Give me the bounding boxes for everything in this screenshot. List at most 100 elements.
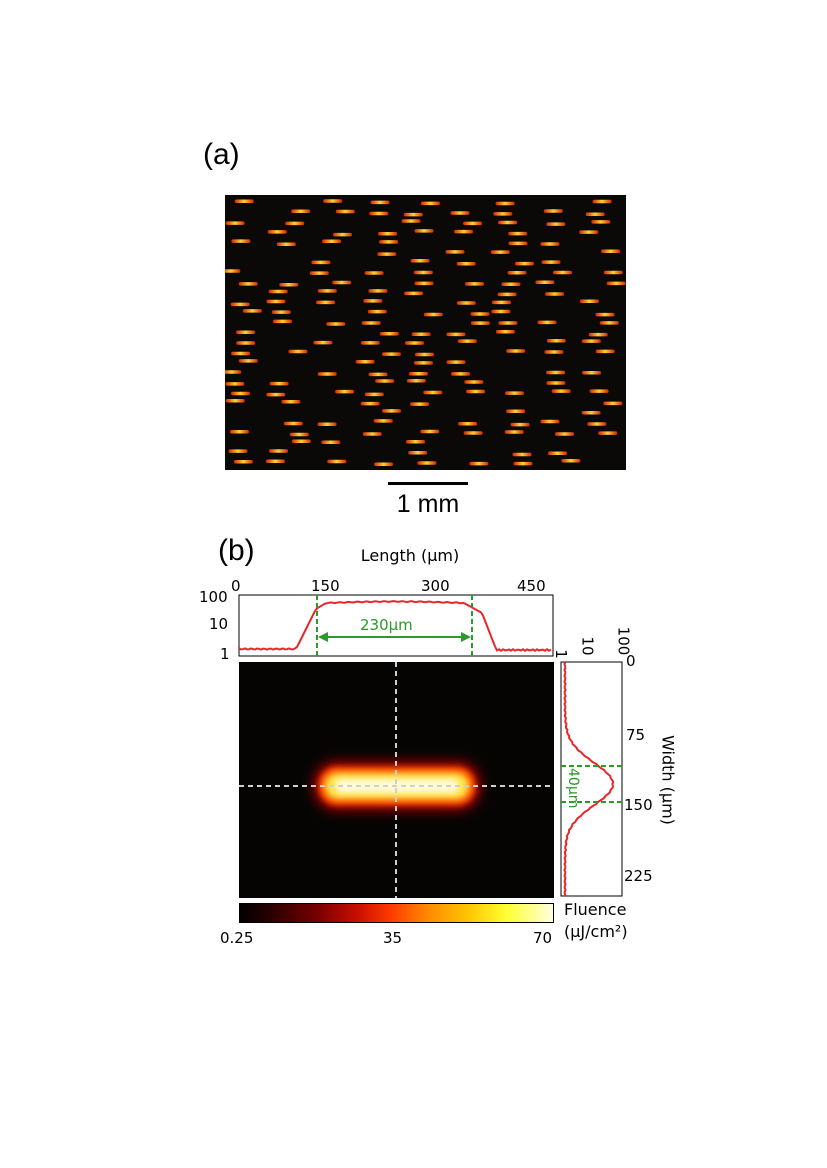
ablation-dash [360,401,380,406]
ablation-dash [238,359,258,363]
ablation-dash [451,372,470,376]
ablation-dash [377,252,397,256]
ablation-dash [309,271,329,275]
ablation-dash [458,422,478,426]
ablation-dash [579,299,599,303]
ablation-dash [327,459,347,464]
ablation-dash [491,309,511,314]
ablation-dash [367,309,387,314]
ablation-dash [364,392,384,397]
ablation-dash [271,310,291,314]
ablation-dash [411,332,431,336]
ablation-dash [537,320,557,325]
ablation-dash [403,212,423,217]
width-profile-frame [560,661,623,897]
ablation-dash [323,199,343,203]
ablation-dash [363,299,383,303]
ablation-dash [361,321,381,325]
ablation-dash [592,199,612,204]
length-profile-frame [238,594,554,657]
ablation-dash [291,439,311,443]
ablation-dash [463,221,483,226]
ablation-dash [588,332,608,337]
ablation-dash [446,332,466,337]
ablation-dash [276,242,296,246]
ablation-dash [498,220,518,225]
ablation-dash [413,361,433,365]
ablation-dash [317,372,337,376]
wprofile-tick-1: 1 [551,649,570,659]
ablation-dash [469,461,489,466]
ablation-dash [234,199,254,203]
ablation-dash [548,451,567,455]
ablation-dash [369,211,389,216]
ablation-dash [368,289,388,293]
ablation-dash [335,209,355,214]
ablation-dash [423,390,443,395]
ablation-dash [373,419,393,423]
width-axis-title: Width (μm) [658,735,678,825]
ablation-dash [454,229,473,234]
ablation-dash [513,461,533,466]
ablation-dash [236,330,256,334]
ablation-dash [546,381,566,385]
ablation-dash [446,360,466,364]
ablation-dash [267,230,287,234]
ablation-dash [541,260,561,264]
ablation-dash [466,389,486,394]
ablation-dash [546,339,566,343]
ablation-dash [379,332,399,336]
ablation-dash [269,449,288,453]
ablation-dashes [225,199,626,466]
ablation-dash [382,409,401,413]
length-tick-450: 450 [517,577,546,595]
wprofile-tick-10: 10 [578,636,597,656]
ablation-dash [266,392,286,397]
ablation-dash [265,459,285,463]
ablation-dash [540,242,560,246]
ablation-dash [465,282,484,286]
ablation-dash [408,451,428,455]
length-tick-300: 300 [421,577,450,595]
ablation-dash [406,440,425,444]
width-tick-225: 225 [624,867,653,885]
ablation-dash [423,312,443,317]
ablation-dash [498,321,518,325]
ablation-dash [281,400,301,404]
ablation-dash [269,381,289,386]
ablation-dash [332,280,352,285]
ablation-dash [404,291,424,296]
ablation-dash [508,231,528,236]
ablation-dash [288,349,308,354]
ablation-dash [493,212,513,216]
ablation-dash [291,209,311,213]
ablation-dash [360,341,380,345]
ablation-dash [379,240,399,244]
length-tick-0: 0 [231,577,241,595]
ablation-dash [370,200,390,205]
ablation-dash [555,432,574,436]
beam-fluence-image [239,662,554,898]
ablation-dash [535,280,555,284]
colorbar-tick-max: 70 [533,929,553,947]
fluence-title-line2: (μJ/cm²) [564,922,628,941]
ablation-dash [585,212,605,216]
ablation-dash [603,270,623,275]
panel-a-label: (a) [203,138,240,171]
ablation-dash [510,422,530,427]
ablation-dash [507,271,527,275]
ablation-dash [543,209,563,213]
ablation-dash [501,282,521,286]
ablation-dash [505,391,524,395]
ablation-dash [225,382,245,386]
ablation-dash [405,341,424,345]
fluence-title: Fluence (μJ/cm²) [564,899,628,943]
ablation-dash [464,380,484,384]
ablation-dash [589,389,609,393]
ablation-dash [581,339,601,343]
ablation-dash [457,339,477,343]
length-tick-150: 150 [311,577,340,595]
ablation-dash [512,452,532,457]
ablation-dash [545,292,565,296]
ablation-dash [355,360,375,364]
